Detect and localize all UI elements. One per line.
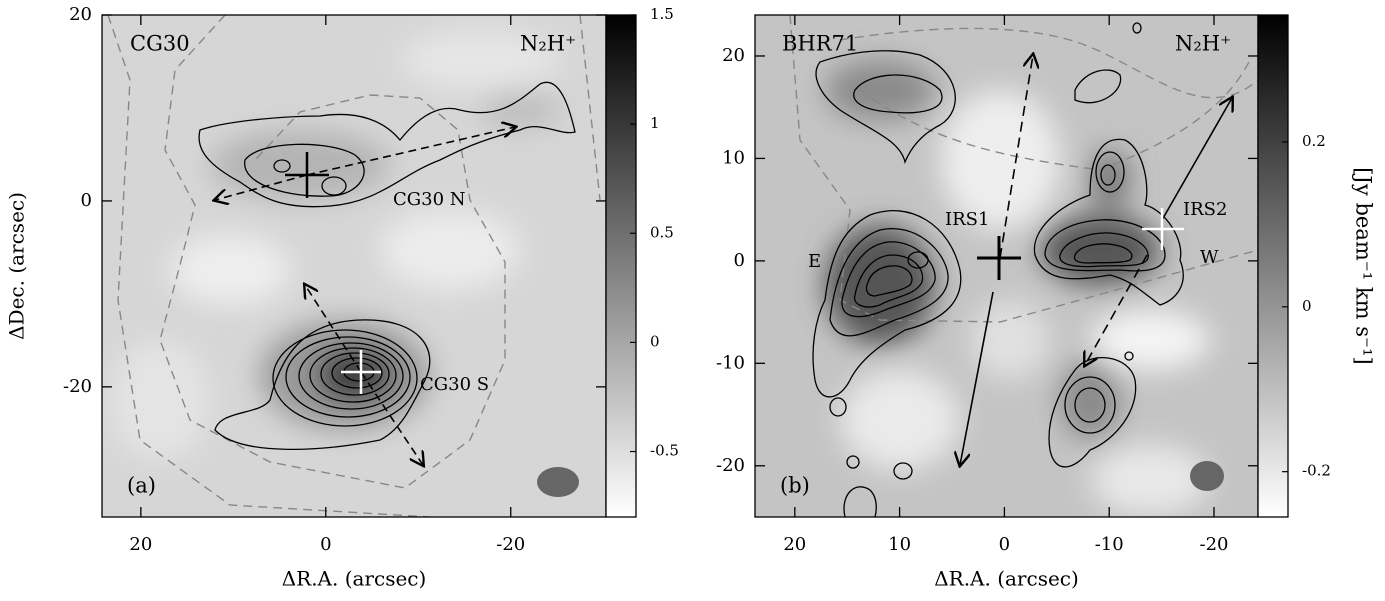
colorbar-tick-label: 0 [1302,297,1312,315]
x-tick-label: -20 [496,534,525,555]
y-tick-label: 0 [734,250,745,271]
colorbar-tick-label: 0.5 [650,223,674,241]
annotation: W [1200,247,1219,268]
colorbar-label: [Jy beam⁻¹ km s⁻¹] [1352,167,1376,364]
annotation: CG30 N [393,189,466,210]
annotation: CG30 S [420,374,489,395]
y-tick-label: -10 [716,352,745,373]
source: CG30 [130,32,190,56]
x-tick-label: 0 [999,534,1010,555]
y-tick-label: -20 [63,376,92,397]
colorbar-tick-label: 0.2 [1302,132,1326,150]
annotation: E [808,251,821,272]
annotation: IRS2 [1183,199,1227,220]
colorbar-tick-label: 1 [650,114,660,132]
colorbar-tick-label: -0.2 [1302,462,1331,480]
x-tick-label: 0 [320,534,331,555]
panel-label: (b) [780,474,810,498]
colorbar [605,14,637,518]
map-b [755,15,1258,517]
x-tick-label: -10 [1095,534,1124,555]
line: N₂H⁺ [520,32,576,56]
colorbar [1257,14,1289,518]
y-tick-label: 20 [69,4,92,25]
x-tick-label: 10 [888,534,911,555]
y-tick-label: 10 [722,147,745,168]
x-axis-label: ΔR.A. (arcsec) [282,567,427,591]
line: N₂H⁺ [1175,32,1231,56]
y-tick-label: 0 [81,190,92,211]
panel-label: (a) [127,474,156,498]
x-tick-label: 20 [129,534,152,555]
y-tick-label: -20 [716,455,745,476]
x-tick-label: -20 [1199,534,1228,555]
y-tick-label: 20 [722,45,745,66]
annotation: IRS1 [945,209,989,230]
source: BHR71 [782,32,858,56]
x-tick-label: 20 [783,534,806,555]
colorbar-tick-label: 0 [650,332,660,350]
x-axis-label: ΔR.A. (arcsec) [934,567,1079,591]
y-axis-label: ΔDec. (arcsec) [5,192,29,340]
map-a [102,15,606,517]
colorbar-tick-label: -0.5 [650,442,679,460]
colorbar-tick-label: 1.5 [650,5,674,23]
